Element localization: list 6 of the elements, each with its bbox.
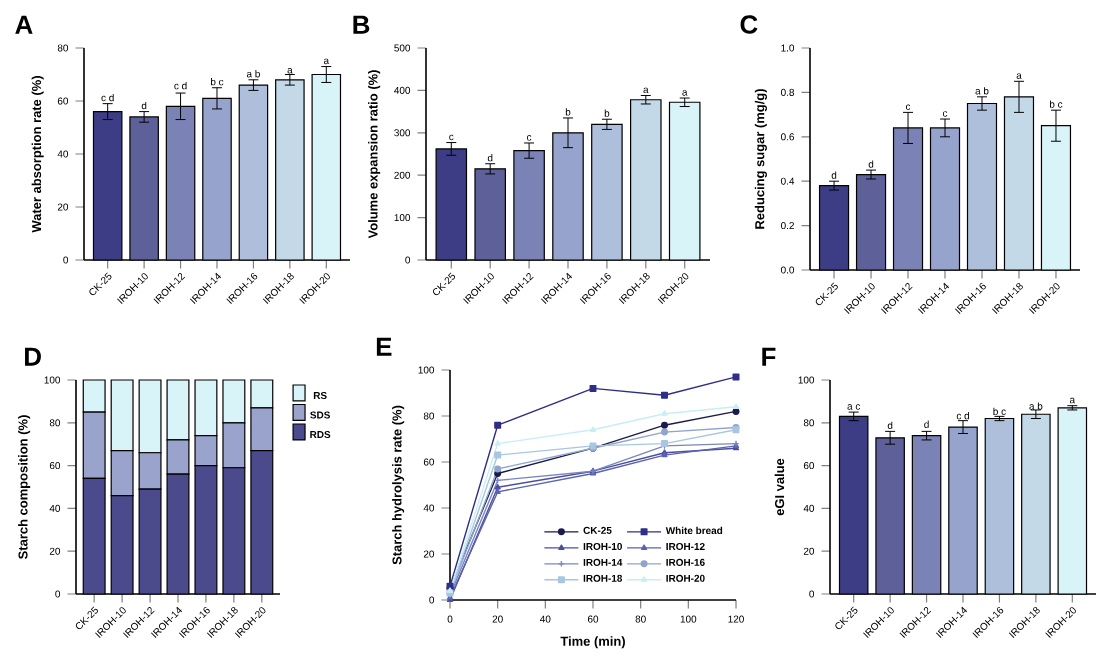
chart-title: B [353, 15, 370, 34]
chart-title: C [740, 15, 758, 34]
chart-title: A [15, 15, 33, 34]
chart-title: D [25, 347, 41, 366]
chart-title: E [376, 337, 392, 356]
chart-title: F [762, 347, 776, 366]
